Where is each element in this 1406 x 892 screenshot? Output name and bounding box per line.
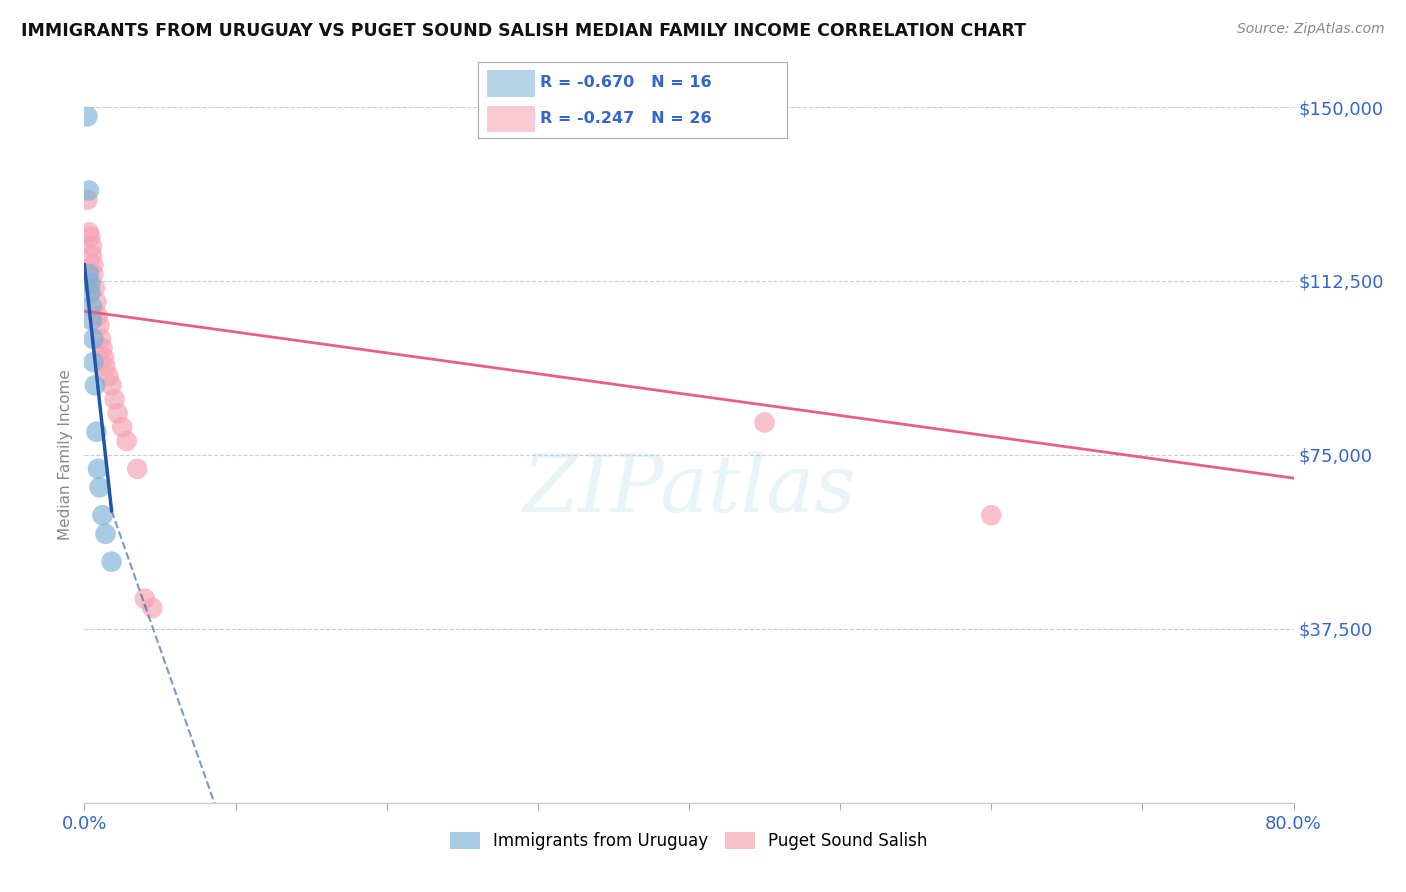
Point bbox=[141, 601, 163, 615]
Point bbox=[79, 230, 101, 244]
Point bbox=[82, 267, 104, 281]
Text: R = -0.670   N = 16: R = -0.670 N = 16 bbox=[540, 76, 711, 90]
Point bbox=[77, 267, 100, 281]
Y-axis label: Median Family Income: Median Family Income bbox=[58, 369, 73, 541]
Text: ZIPatlas: ZIPatlas bbox=[522, 451, 856, 528]
Point bbox=[100, 378, 122, 392]
FancyBboxPatch shape bbox=[478, 62, 787, 138]
Point bbox=[77, 225, 100, 239]
Point bbox=[87, 309, 110, 323]
Point bbox=[90, 332, 112, 346]
Point bbox=[107, 406, 129, 420]
Point bbox=[80, 313, 103, 327]
Point bbox=[127, 462, 149, 476]
Point bbox=[980, 508, 1002, 523]
Point bbox=[84, 378, 107, 392]
Point bbox=[80, 300, 103, 314]
Point bbox=[111, 420, 134, 434]
Point bbox=[82, 258, 104, 272]
Point bbox=[87, 462, 110, 476]
Point bbox=[80, 248, 103, 262]
Text: IMMIGRANTS FROM URUGUAY VS PUGET SOUND SALISH MEDIAN FAMILY INCOME CORRELATION C: IMMIGRANTS FROM URUGUAY VS PUGET SOUND S… bbox=[21, 22, 1026, 40]
Point bbox=[79, 285, 101, 300]
Point bbox=[754, 416, 776, 430]
Point bbox=[82, 355, 104, 369]
Point bbox=[89, 480, 111, 494]
Point bbox=[86, 294, 108, 309]
Point bbox=[76, 193, 98, 207]
Point bbox=[104, 392, 127, 407]
Point bbox=[94, 359, 117, 374]
Point bbox=[82, 332, 104, 346]
Point bbox=[94, 526, 117, 541]
Point bbox=[77, 184, 100, 198]
Point bbox=[76, 109, 98, 123]
Point bbox=[115, 434, 138, 448]
Point bbox=[91, 341, 114, 355]
Text: Source: ZipAtlas.com: Source: ZipAtlas.com bbox=[1237, 22, 1385, 37]
Legend: Immigrants from Uruguay, Puget Sound Salish: Immigrants from Uruguay, Puget Sound Sal… bbox=[443, 826, 935, 857]
Point bbox=[97, 369, 120, 384]
Point bbox=[79, 277, 101, 291]
Point bbox=[80, 239, 103, 253]
Point bbox=[134, 591, 156, 606]
Point bbox=[84, 281, 107, 295]
Point bbox=[93, 351, 115, 365]
Point bbox=[86, 425, 108, 439]
Point bbox=[89, 318, 111, 332]
FancyBboxPatch shape bbox=[488, 70, 534, 95]
Point bbox=[91, 508, 114, 523]
FancyBboxPatch shape bbox=[488, 105, 534, 131]
Text: R = -0.247   N = 26: R = -0.247 N = 26 bbox=[540, 111, 711, 126]
Point bbox=[100, 555, 122, 569]
